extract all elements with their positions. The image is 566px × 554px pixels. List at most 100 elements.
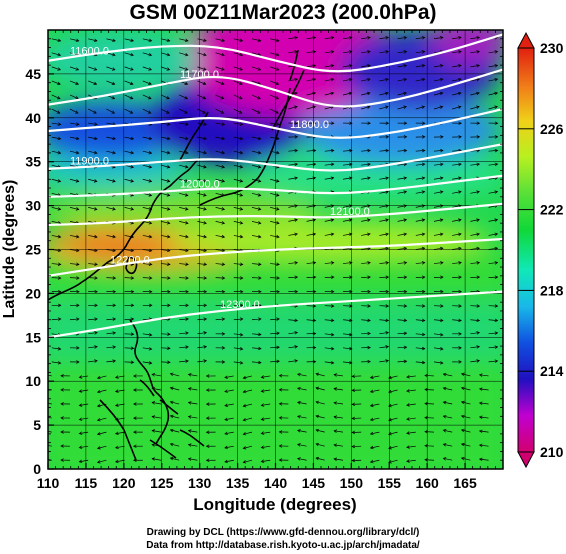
wind-arrowhead [239, 52, 244, 57]
wind-arrowhead [439, 332, 444, 337]
wind-arrowhead [403, 331, 408, 336]
wind-streamline [452, 65, 462, 68]
wind-arrowhead [75, 67, 80, 71]
wind-streamline [288, 78, 298, 82]
wind-arrowhead [330, 289, 335, 294]
wind-arrowhead [403, 135, 408, 139]
wind-arrowhead [458, 346, 462, 350]
wind-streamline [270, 66, 279, 71]
height-contour-line [48, 33, 503, 73]
x-tick-label: 155 [378, 475, 402, 491]
wind-streamline [233, 333, 243, 336]
wind-arrowhead [185, 234, 189, 239]
wind-streamline [69, 136, 79, 140]
height-contour-line [48, 143, 503, 172]
wind-arrowhead [366, 105, 371, 109]
wind-streamline [69, 207, 79, 210]
wind-streamline [424, 417, 435, 419]
wind-streamline [433, 319, 443, 321]
wind-arrowhead [385, 135, 390, 139]
wind-arrowhead [60, 458, 64, 462]
wind-streamline [251, 150, 261, 154]
wind-streamline [197, 164, 207, 168]
wind-arrowhead [205, 444, 210, 449]
wind-streamline [370, 389, 380, 393]
contour-label: 12200.0 [110, 254, 150, 266]
wind-streamline [160, 94, 170, 100]
wind-arrowhead [75, 207, 80, 211]
wind-streamline [488, 65, 498, 68]
wind-arrowhead [94, 303, 98, 308]
wind-streamline [142, 66, 152, 71]
wind-streamline [397, 346, 407, 349]
wind-arrowhead [297, 429, 301, 433]
wind-streamline [170, 443, 180, 447]
wind-streamline [397, 65, 407, 68]
wind-arrowhead [330, 275, 335, 279]
wind-arrowhead [258, 360, 262, 365]
wind-streamline [470, 163, 480, 166]
wind-arrowhead [494, 345, 499, 349]
wind-streamline [51, 52, 61, 56]
wind-arrowhead [276, 345, 280, 350]
wind-streamline [488, 150, 498, 152]
wind-streamline [188, 374, 198, 377]
wind-streamline [379, 150, 389, 152]
wind-arrowhead [421, 77, 426, 82]
wind-arrowhead [494, 275, 499, 279]
wind-arrowhead [111, 110, 116, 114]
wind-arrowhead [57, 179, 62, 183]
wind-arrowhead [460, 372, 465, 377]
colorbar-tick-label: 222 [540, 202, 564, 218]
wind-streamline [397, 319, 407, 321]
colorbar-ticks: 230 226 222 218 214 210 [518, 40, 564, 460]
wind-arrowhead [43, 387, 46, 390]
wind-streamline [79, 431, 89, 434]
wind-streamline [397, 191, 407, 194]
wind-streamline [69, 178, 79, 182]
wind-arrowhead [460, 442, 465, 447]
wind-arrowhead [112, 52, 116, 57]
wind-arrowhead [330, 77, 335, 82]
wind-arrowhead [60, 388, 64, 392]
wind-arrowhead [187, 415, 192, 419]
wind-streamline [342, 219, 352, 222]
wind-arrowhead [43, 444, 46, 447]
wind-streamline [97, 445, 107, 449]
wind-arrowhead [224, 389, 228, 393]
wind-arrowhead [494, 77, 499, 82]
wind-streamline [488, 276, 498, 278]
wind-arrowhead [224, 445, 228, 450]
wind-arrowhead [494, 190, 499, 194]
wind-arrowhead [294, 91, 298, 96]
wind-arrowhead [166, 207, 171, 211]
wind-streamline [142, 150, 152, 154]
wind-arrowhead [330, 218, 335, 222]
wind-arrowhead [57, 347, 62, 351]
wind-arrowhead [224, 431, 228, 436]
wind-arrowhead [367, 64, 371, 68]
contour-label: 11900.0 [70, 156, 109, 168]
wind-arrowhead [421, 162, 426, 167]
wind-arrowhead [333, 415, 338, 419]
wind-streamline [233, 150, 243, 154]
wind-arrowhead [276, 331, 280, 336]
wind-streamline [179, 235, 189, 238]
wind-arrowhead [367, 176, 371, 180]
wind-streamline [488, 346, 498, 349]
wind-arrowhead [442, 457, 447, 461]
wind-arrowhead [151, 401, 156, 405]
wind-streamline [470, 106, 480, 110]
wind-arrowhead [221, 332, 226, 336]
wind-streamline [48, 374, 52, 377]
wind-arrowhead [406, 403, 410, 407]
wind-arrowhead [276, 289, 280, 294]
wind-arrowhead [76, 317, 80, 321]
wind-arrowhead [476, 275, 481, 279]
wind-streamline [288, 360, 298, 363]
wind-arrowhead [151, 443, 156, 447]
wind-streamline [388, 417, 398, 421]
wind-arrowhead [312, 261, 317, 265]
wind-arrowhead [367, 331, 371, 336]
wind-arrowhead [460, 400, 465, 405]
